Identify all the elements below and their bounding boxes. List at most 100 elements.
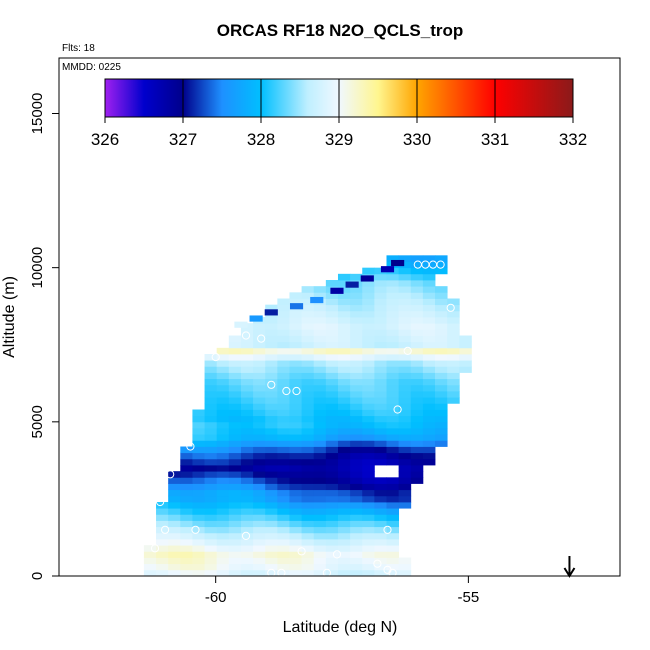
heat-cell (398, 477, 412, 484)
heat-cell (325, 317, 339, 324)
heat-cell (313, 335, 327, 343)
heat-cell (216, 458, 230, 466)
heat-cell (362, 434, 375, 441)
heat-cell (265, 539, 278, 546)
heat-cell (362, 495, 375, 503)
heat-cell (216, 421, 230, 429)
heat-cell (277, 569, 290, 577)
heat-cell (435, 391, 448, 398)
heat-cell (337, 452, 351, 460)
heat-cell (398, 495, 412, 503)
heat-cell (301, 557, 315, 565)
heat-cell (386, 273, 400, 281)
heat-cell (265, 391, 278, 398)
sample-point (267, 568, 276, 578)
heat-cell (289, 489, 302, 497)
heat-cell (374, 446, 387, 454)
heat-cell (204, 440, 218, 447)
heat-cell (386, 569, 400, 577)
heat-cell (180, 502, 193, 509)
heat-cell (386, 329, 400, 336)
heat-cell (301, 434, 315, 441)
colorbar-tick-label: 328 (247, 130, 275, 149)
sample-point (393, 405, 402, 414)
heat-cell (337, 421, 351, 429)
heat-cell (228, 563, 242, 571)
heat-cell (337, 569, 351, 577)
heat-cell (398, 391, 412, 398)
heat-cell (386, 563, 400, 571)
heat-cell (228, 545, 242, 552)
heat-cell (301, 545, 315, 552)
heat-cell (216, 557, 230, 565)
heat-cell (362, 551, 375, 558)
sample-point (166, 470, 175, 479)
heat-cell (289, 421, 302, 429)
heat-cell (180, 526, 193, 534)
heat-cell (277, 458, 290, 466)
heat-cell (228, 508, 242, 515)
heat-cell (325, 298, 339, 306)
heat-cell (337, 397, 351, 404)
heat-cell (277, 428, 290, 435)
heat-cell (422, 335, 436, 343)
heat-cell (228, 341, 242, 349)
heat-cell (265, 483, 278, 491)
heat-cell (313, 483, 327, 491)
heat-cell (240, 421, 254, 429)
heat-cell (350, 341, 363, 349)
heat-cell (313, 446, 327, 454)
heat-cell (374, 273, 387, 281)
colorbar-tick-label: 330 (403, 130, 431, 149)
heat-cell (253, 434, 266, 441)
heat-cell (313, 354, 327, 361)
heat-cell (435, 366, 448, 373)
heat-cell (398, 483, 412, 491)
heat-cell (313, 415, 327, 423)
heat-cell (422, 452, 436, 460)
heat-cell (337, 563, 351, 571)
heat-cell (265, 409, 278, 417)
heat-cell (386, 360, 400, 367)
heat-cell (240, 471, 254, 478)
heat-cell (216, 545, 230, 552)
heat-cell (216, 446, 230, 454)
heat-cell (192, 514, 205, 521)
heat-cell (265, 347, 278, 355)
heat-cell (398, 273, 412, 281)
heat-cell (422, 428, 436, 435)
heat-cell (435, 421, 448, 429)
heat-cell (301, 360, 315, 367)
heat-cell (337, 471, 351, 478)
heat-cell (180, 465, 193, 472)
heat-cell (313, 341, 327, 349)
heat-cell (398, 310, 412, 318)
heat-cell (350, 391, 363, 398)
heat-cell (350, 458, 363, 466)
heat-cell (240, 502, 254, 509)
heat-cell (228, 452, 242, 460)
heat-cell (277, 557, 290, 565)
heat-cell (240, 428, 254, 435)
heat-cell (410, 415, 424, 423)
heat-cell (301, 391, 315, 398)
heat-cell (301, 421, 315, 429)
heat-cell (422, 341, 436, 349)
heat-cell (240, 458, 254, 466)
heat-cell (435, 434, 448, 441)
heat-cell (337, 446, 351, 454)
sample-point (277, 568, 286, 578)
heat-cell (386, 384, 400, 392)
heat-cell (410, 440, 424, 447)
heat-cell (234, 321, 248, 328)
heat-cell (240, 378, 254, 386)
x-axis-label: Latitude (deg N) (283, 619, 398, 636)
heat-cell (398, 378, 412, 386)
heat-cell (362, 267, 375, 275)
heat-cell (253, 335, 266, 343)
heat-cell (398, 384, 412, 392)
heat-cell (337, 292, 351, 299)
heat-cell (435, 372, 448, 380)
heat-cell (228, 403, 242, 410)
heat-cell (325, 323, 339, 330)
